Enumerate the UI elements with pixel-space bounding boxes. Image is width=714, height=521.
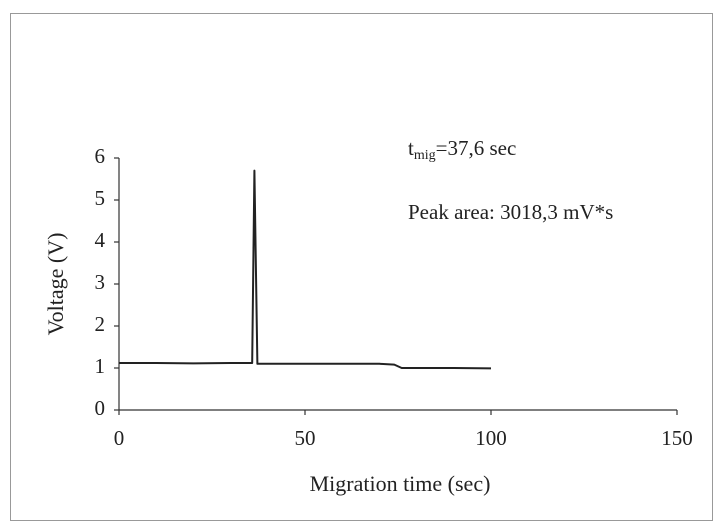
annotation: tmig=37,6 sec: [408, 136, 516, 163]
y-tick-label: 1: [95, 354, 106, 378]
data-line: [119, 169, 492, 370]
x-axis-label: Migration time (sec): [310, 471, 491, 496]
x-tick-label: 0: [114, 426, 125, 450]
y-tick-label: 3: [95, 270, 106, 294]
x-tick-label: 150: [661, 426, 693, 450]
annotation: Peak area: 3018,3 mV*s: [408, 200, 613, 224]
y-tick-label: 5: [95, 186, 106, 210]
y-tick-label: 0: [95, 396, 106, 420]
y-tick-label: 6: [95, 144, 106, 168]
x-tick-label: 50: [295, 426, 316, 450]
y-tick-label: 2: [95, 312, 106, 336]
x-tick-label: 100: [475, 426, 507, 450]
y-tick-label: 4: [95, 228, 106, 252]
y-axis-label: Voltage (V): [43, 233, 68, 336]
annotation-main: t: [408, 136, 414, 160]
annotation-rest: =37,6 sec: [436, 136, 517, 160]
annotation-sub: mig: [414, 148, 436, 163]
